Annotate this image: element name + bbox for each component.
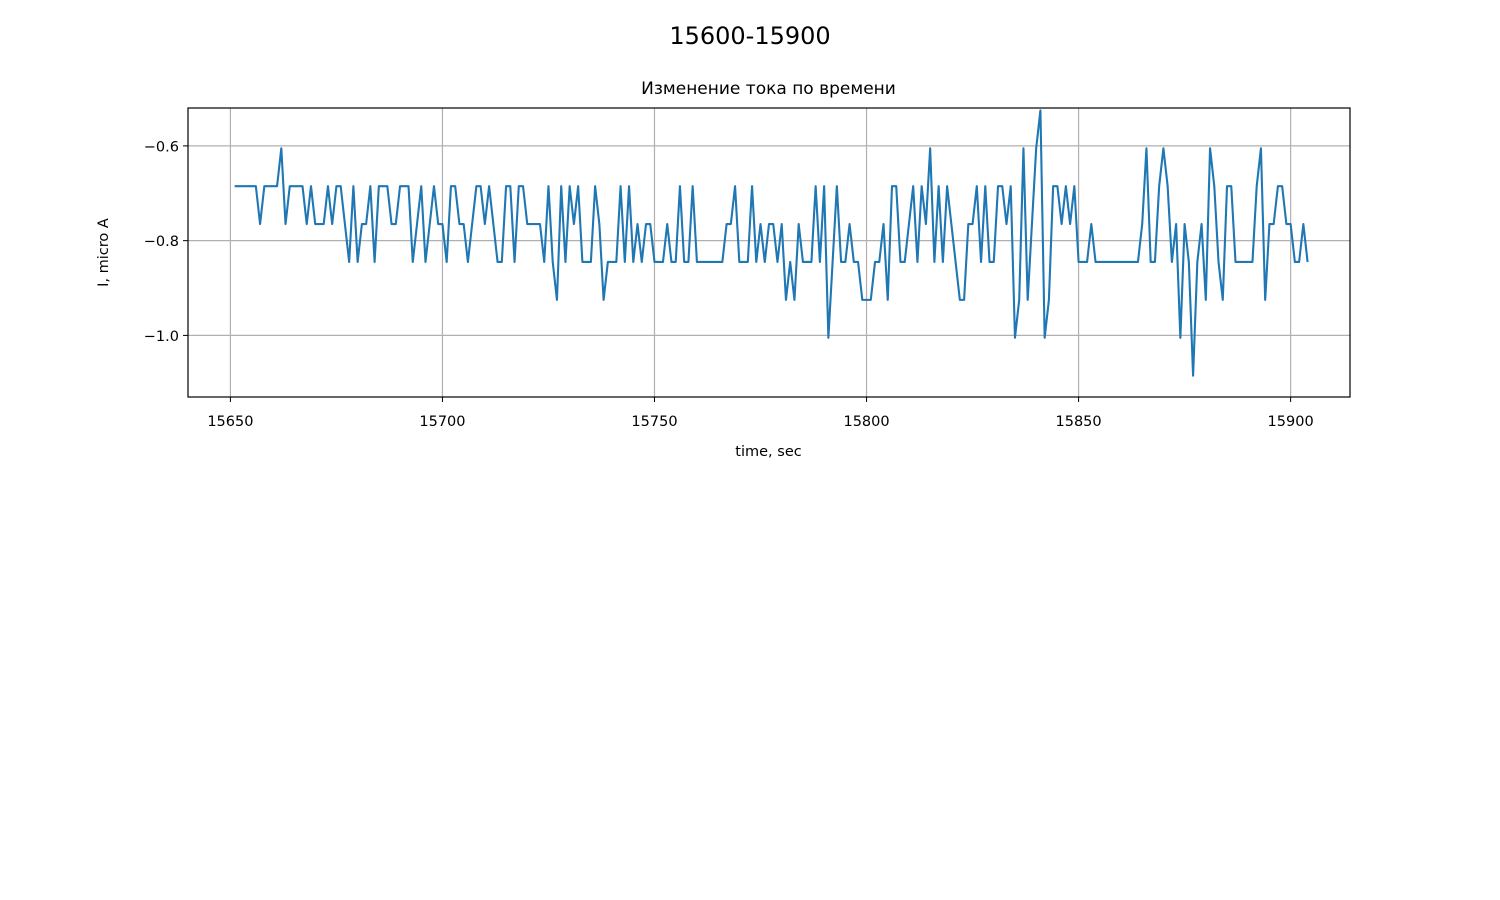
- x-tick-label: 15850: [1056, 414, 1102, 430]
- x-tick-label: 15800: [843, 414, 889, 430]
- figure-suptitle: 15600-15900: [669, 22, 830, 50]
- x-tick-label: 15900: [1268, 414, 1314, 430]
- x-tick-label: 15700: [419, 414, 465, 430]
- chart-title: Изменение тока по времени: [641, 79, 896, 99]
- y-tick-label: −1.0: [144, 329, 179, 345]
- plot-area-frame: [187, 107, 1351, 398]
- axis-ticks: [183, 145, 1292, 402]
- y-axis-label: I, micro A: [96, 218, 112, 287]
- y-tick-label: −0.8: [144, 234, 179, 250]
- x-tick-label: 15750: [631, 414, 677, 430]
- series-layer: [234, 109, 1309, 377]
- grid-lines: [188, 108, 1350, 397]
- x-tick-label: 15650: [207, 414, 253, 430]
- x-axis-label: time, sec: [735, 444, 801, 460]
- series-line-0: [234, 109, 1309, 377]
- y-tick-label: −0.6: [144, 139, 179, 155]
